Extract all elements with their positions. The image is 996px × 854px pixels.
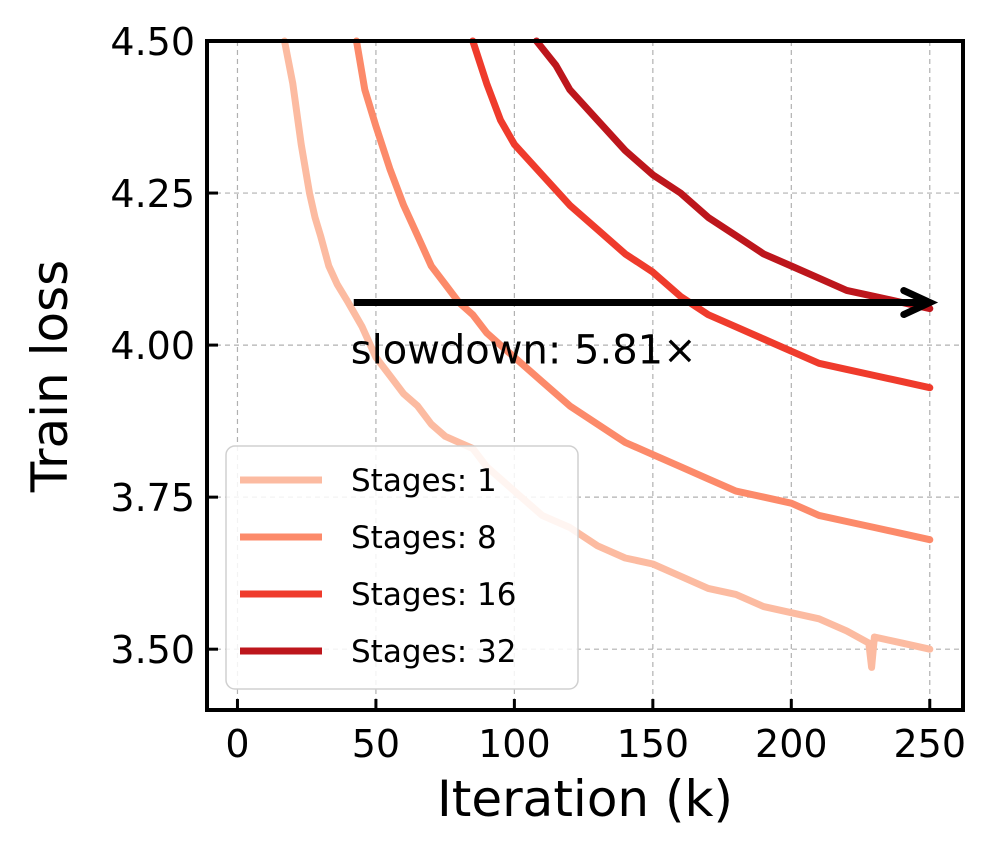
plot-area-frame	[205, 39, 965, 712]
y-axis-label: Train loss	[21, 260, 79, 493]
y-tick-label-4: 4.50	[110, 20, 195, 64]
x-tick-label-0: 0	[225, 722, 249, 766]
y-tick-label-3: 4.25	[110, 172, 195, 216]
x-tick-label-4: 200	[755, 722, 828, 766]
series-line-stages-8	[353, 37, 934, 544]
y-tick-label-0: 3.50	[110, 628, 195, 672]
x-tick-label-5: 250	[894, 722, 967, 766]
y-tick-label-1: 3.75	[110, 476, 195, 520]
legend-label-2: Stages: 16	[351, 577, 516, 613]
legend-label-0: Stages: 1	[351, 463, 497, 499]
legend-label-1: Stages: 8	[351, 520, 497, 556]
legend-box	[225, 445, 579, 690]
x-tick-label-1: 50	[352, 722, 400, 766]
slowdown-annotation: slowdown: 5.81×	[351, 328, 697, 374]
x-tick-label-2: 100	[478, 722, 551, 766]
y-tick-label-2: 4.00	[110, 324, 195, 368]
x-tick-label-3: 150	[617, 722, 690, 766]
x-axis-label: Iteration (k)	[437, 770, 733, 828]
legend-label-3: Stages: 32	[351, 634, 516, 670]
ticks: 0 50 100 150 200 250 3.50 3.75 4.00 4.25 4.50	[110, 20, 966, 766]
series-line-stages-32	[533, 37, 934, 313]
slowdown-arrow-head	[900, 287, 939, 319]
series-line-stages-16	[469, 37, 934, 392]
annotation-layer: slowdown: 5.81×	[351, 287, 939, 374]
legend: Stages: 1 Stages: 8 Stages: 16 Stages: 32	[225, 445, 579, 690]
